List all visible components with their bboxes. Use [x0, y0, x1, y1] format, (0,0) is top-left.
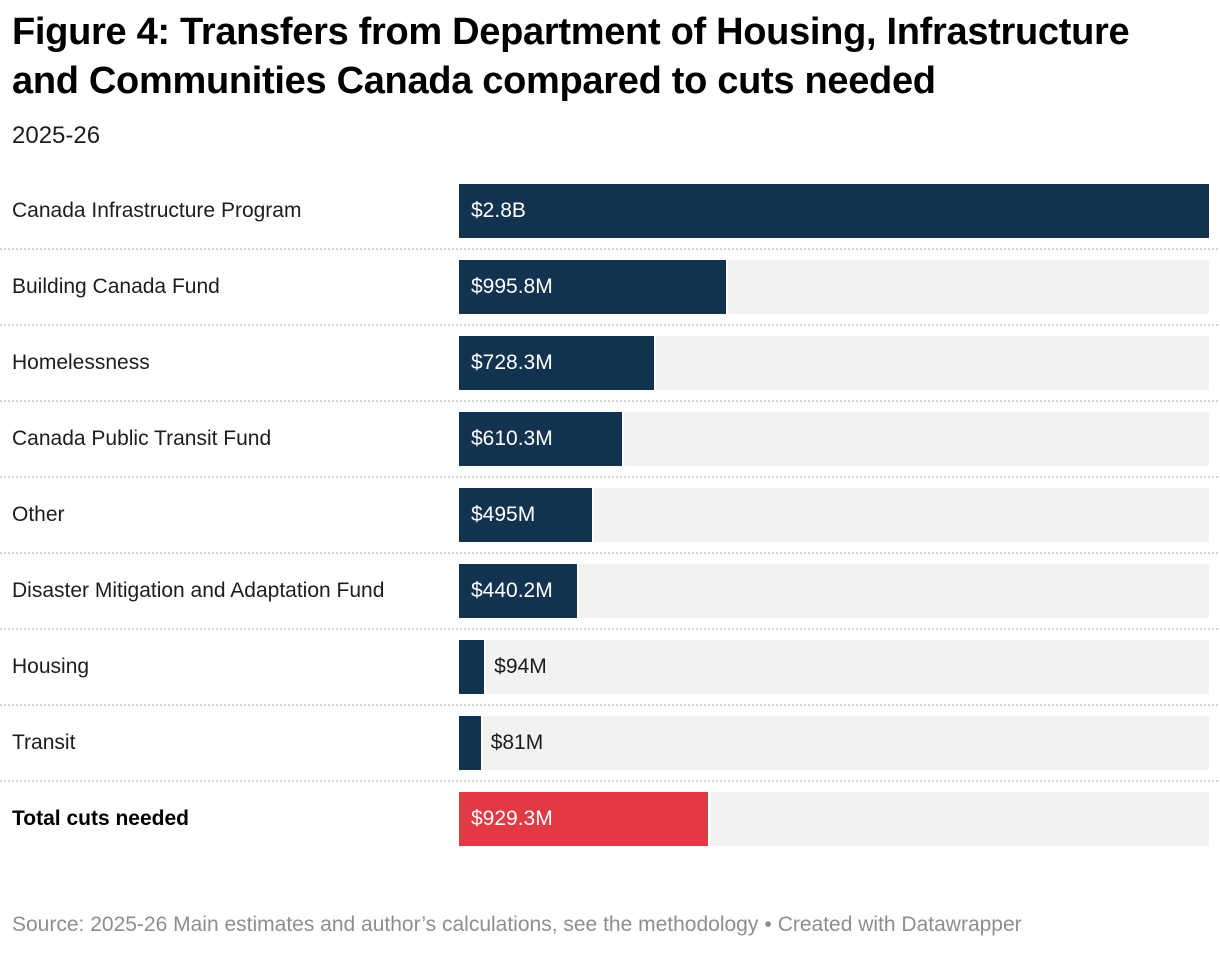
bar-value-label: $995.8M — [471, 275, 553, 298]
chart-rows: Canada Infrastructure Program $2.8B Buil… — [0, 184, 1220, 868]
chart-row: Other $495M — [0, 488, 1220, 564]
row-label: Building Canada Fund — [12, 275, 220, 298]
bar-track: $495M — [459, 488, 1209, 542]
source-text: Source: 2025-26 Main estimates and autho… — [12, 913, 759, 936]
bar — [459, 260, 726, 314]
bar — [459, 716, 481, 770]
chart-row: Canada Infrastructure Program $2.8B — [0, 184, 1220, 260]
row-label: Canada Infrastructure Program — [12, 199, 302, 222]
footer-separator: • — [764, 913, 772, 936]
bar-value-label: $610.3M — [471, 427, 553, 450]
bar-track: $81M — [459, 716, 1209, 770]
chart-row: Total cuts needed $929.3M — [12, 792, 1209, 868]
bar-track: $995.8M — [459, 260, 1209, 314]
row-label: Homelessness — [12, 351, 150, 374]
bar-track: $94M — [459, 640, 1209, 694]
bar — [459, 640, 485, 694]
chart-row: Canada Public Transit Fund $610.3M — [0, 412, 1220, 488]
row-label: Other — [12, 503, 65, 526]
chart-row: Building Canada Fund $995.8M — [0, 260, 1220, 336]
chart-subtitle: 2025-26 — [12, 122, 101, 149]
bar — [459, 412, 623, 466]
bar — [459, 488, 592, 542]
bar-value-label: $495M — [471, 503, 536, 526]
chart-row: Housing $94M — [0, 640, 1220, 716]
bar-track: $929.3M — [459, 792, 1209, 846]
chart-row: Disaster Mitigation and Adaptation Fund … — [0, 564, 1220, 640]
page-title: Figure 4: Transfers from Department of H… — [12, 11, 1130, 102]
bar-track: $2.8B — [459, 184, 1209, 238]
bar-value-label: $81M — [490, 731, 544, 754]
bar — [459, 792, 708, 846]
bar-value-label: $929.3M — [471, 807, 553, 830]
row-label: Housing — [12, 655, 90, 678]
bar-value-label: $728.3M — [471, 351, 553, 374]
bar — [459, 336, 655, 390]
bar-track: $610.3M — [459, 412, 1209, 466]
bar-value-label: $2.8B — [471, 199, 526, 222]
bar-value-label: $440.2M — [471, 579, 553, 602]
bar — [459, 564, 577, 618]
row-label: Disaster Mitigation and Adaptation Fund — [12, 579, 385, 602]
bar-track: $440.2M — [459, 564, 1209, 618]
attribution-link[interactable]: Created with Datawrapper — [777, 913, 1022, 936]
row-label: Transit — [12, 731, 76, 754]
bar — [459, 184, 1209, 238]
chart-row: Homelessness $728.3M — [0, 336, 1220, 412]
chart-page: Figure 4: Transfers from Department of H… — [0, 11, 1220, 938]
row-label: Canada Public Transit Fund — [12, 427, 272, 450]
bar-value-label: $94M — [494, 655, 547, 678]
row-label: Total cuts needed — [12, 807, 189, 830]
chart-row: Transit $81M — [0, 716, 1220, 792]
bar-track: $728.3M — [459, 336, 1209, 390]
chart-footer: Source: 2025-26 Main estimates and autho… — [12, 912, 1209, 938]
